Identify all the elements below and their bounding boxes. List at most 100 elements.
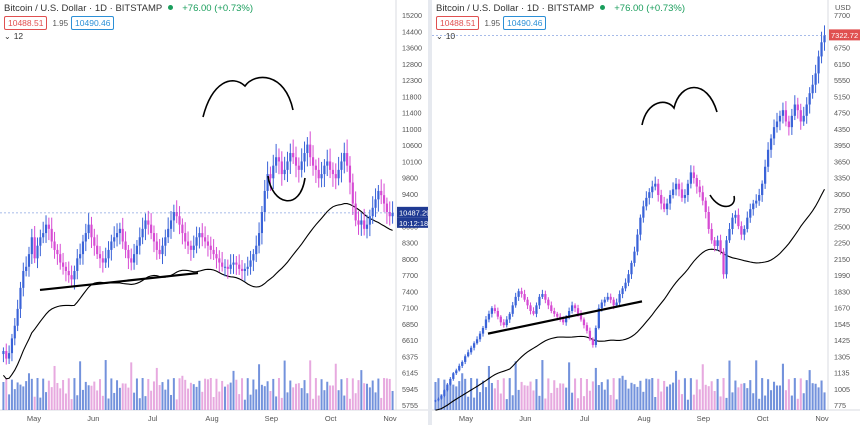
- left-volume-bar: [175, 399, 178, 410]
- left-volume-bar: [64, 393, 67, 410]
- right-chart-svg[interactable]: 7700732567506150555051504750435039503650…: [432, 0, 860, 425]
- left-volume-bar: [272, 378, 275, 410]
- right-volume-bar: [686, 399, 689, 410]
- left-candle-body: [323, 165, 326, 175]
- right-candle-body: [665, 203, 669, 210]
- right-chart-panel[interactable]: 7700732567506150555051504750435039503650…: [432, 0, 860, 425]
- left-volume-bar: [226, 384, 229, 410]
- left-chevron-down-icon[interactable]: ⌄: [4, 32, 11, 41]
- right-volume-bar: [440, 394, 443, 410]
- right-volume-bar: [737, 387, 740, 410]
- left-candle-body: [104, 258, 107, 263]
- right-volume-bar: [484, 387, 488, 410]
- right-volume-bar: [621, 375, 624, 410]
- left-volume-bar: [187, 388, 190, 410]
- left-volume-bar: [326, 381, 329, 410]
- right-y-tick-label: 1005: [834, 385, 850, 394]
- right-chevron-down-icon[interactable]: ⌄: [436, 32, 443, 41]
- right-volume-bar: [743, 383, 746, 410]
- left-volume-bar: [277, 378, 280, 410]
- right-candle-body: [565, 316, 568, 323]
- right-candle-body: [823, 35, 826, 43]
- right-candle-body: [499, 316, 502, 323]
- left-sell-price[interactable]: 10488.51: [4, 16, 48, 30]
- left-candle-body: [113, 237, 116, 242]
- right-sell-price[interactable]: 10488.51: [436, 16, 480, 30]
- left-volume-bar: [45, 392, 48, 410]
- right-interval[interactable]: 1D: [526, 3, 539, 14]
- left-volume-bar: [223, 386, 226, 410]
- right-volume-bar: [692, 394, 695, 410]
- left-volume-bar: [5, 378, 8, 410]
- right-candle-body: [651, 186, 654, 193]
- left-candle-body: [368, 216, 371, 225]
- right-candle-body: [755, 200, 758, 204]
- right-candle-body: [793, 104, 796, 116]
- left-volume-bar: [351, 378, 354, 410]
- left-interval[interactable]: 1D: [94, 3, 107, 14]
- left-volume-bar: [181, 375, 184, 410]
- right-spread: 1.95: [484, 19, 501, 28]
- right-volume-bar: [823, 392, 826, 410]
- right-volume-bar: [574, 378, 577, 410]
- left-volume-bar: [357, 380, 360, 410]
- left-candle-body: [249, 260, 252, 267]
- left-chart-svg[interactable]: 15200 14400 13600 12800 12300 11800 11400 11000…: [0, 0, 430, 425]
- left-volume-bar: [141, 378, 144, 410]
- right-candle-body: [526, 299, 529, 306]
- left-chart-panel[interactable]: 15200 14400 13600 12800 12300 11800 11400 11000…: [0, 0, 430, 425]
- right-candle-body: [544, 294, 547, 300]
- right-candle-body: [532, 311, 535, 314]
- right-candle-body: [790, 115, 793, 128]
- left-volume-bar: [241, 378, 244, 410]
- left-volume-bar: [2, 382, 5, 410]
- right-volume-bar: [674, 370, 678, 410]
- right-volume-bar: [446, 389, 449, 410]
- right-buy-price[interactable]: 10490.46: [503, 16, 547, 30]
- left-y-tick-label: 14400: [402, 27, 422, 36]
- left-candle-body: [243, 268, 246, 271]
- left-volume-bar: [107, 398, 110, 410]
- left-candle-body: [283, 169, 286, 175]
- right-candle-body: [567, 311, 571, 317]
- left-volume-bar: [33, 396, 36, 410]
- right-volume-bar: [805, 380, 808, 410]
- right-candle-body: [582, 319, 586, 326]
- right-volume-bar: [582, 396, 586, 410]
- right-candle-body: [636, 234, 639, 252]
- right-volume-bar: [603, 389, 606, 410]
- left-volume-bar: [280, 397, 283, 410]
- right-volume-bar: [467, 396, 470, 410]
- right-x-tick-label: Jun: [519, 414, 531, 423]
- right-volume-bar: [767, 379, 770, 410]
- left-candle-body: [326, 161, 329, 166]
- right-candle-body: [615, 302, 618, 306]
- left-x-tick-label: Jul: [148, 414, 158, 423]
- right-candle-body: [805, 104, 808, 116]
- right-candle-body: [648, 192, 651, 198]
- left-candle-body: [8, 353, 11, 359]
- right-volume-bar: [758, 398, 761, 410]
- left-volume-bar: [283, 360, 286, 410]
- left-volume-bar: [275, 396, 278, 410]
- right-candle-body: [689, 172, 693, 184]
- left-candle-body: [181, 224, 184, 234]
- left-candle-body: [331, 169, 335, 175]
- right-candle-body: [701, 192, 704, 201]
- right-volume-bar: [523, 385, 526, 410]
- left-volume-bar: [16, 382, 19, 410]
- right-candle-body: [541, 294, 544, 297]
- left-candle-body: [340, 161, 343, 170]
- right-volume-bar: [627, 388, 630, 410]
- right-candle-body: [455, 370, 458, 374]
- left-volume-bar: [47, 380, 50, 410]
- right-volume-bar: [499, 393, 502, 410]
- left-buy-price[interactable]: 10490.46: [71, 16, 115, 30]
- left-volume-bar: [331, 385, 334, 410]
- left-volume-bar: [360, 370, 363, 410]
- left-volume-bar: [286, 392, 289, 410]
- right-volume-bar: [654, 397, 657, 410]
- right-candle-body: [645, 197, 648, 207]
- left-indicator-legend[interactable]: ⌄ 12: [4, 31, 23, 41]
- right-indicator-legend[interactable]: ⌄ 10: [436, 31, 455, 41]
